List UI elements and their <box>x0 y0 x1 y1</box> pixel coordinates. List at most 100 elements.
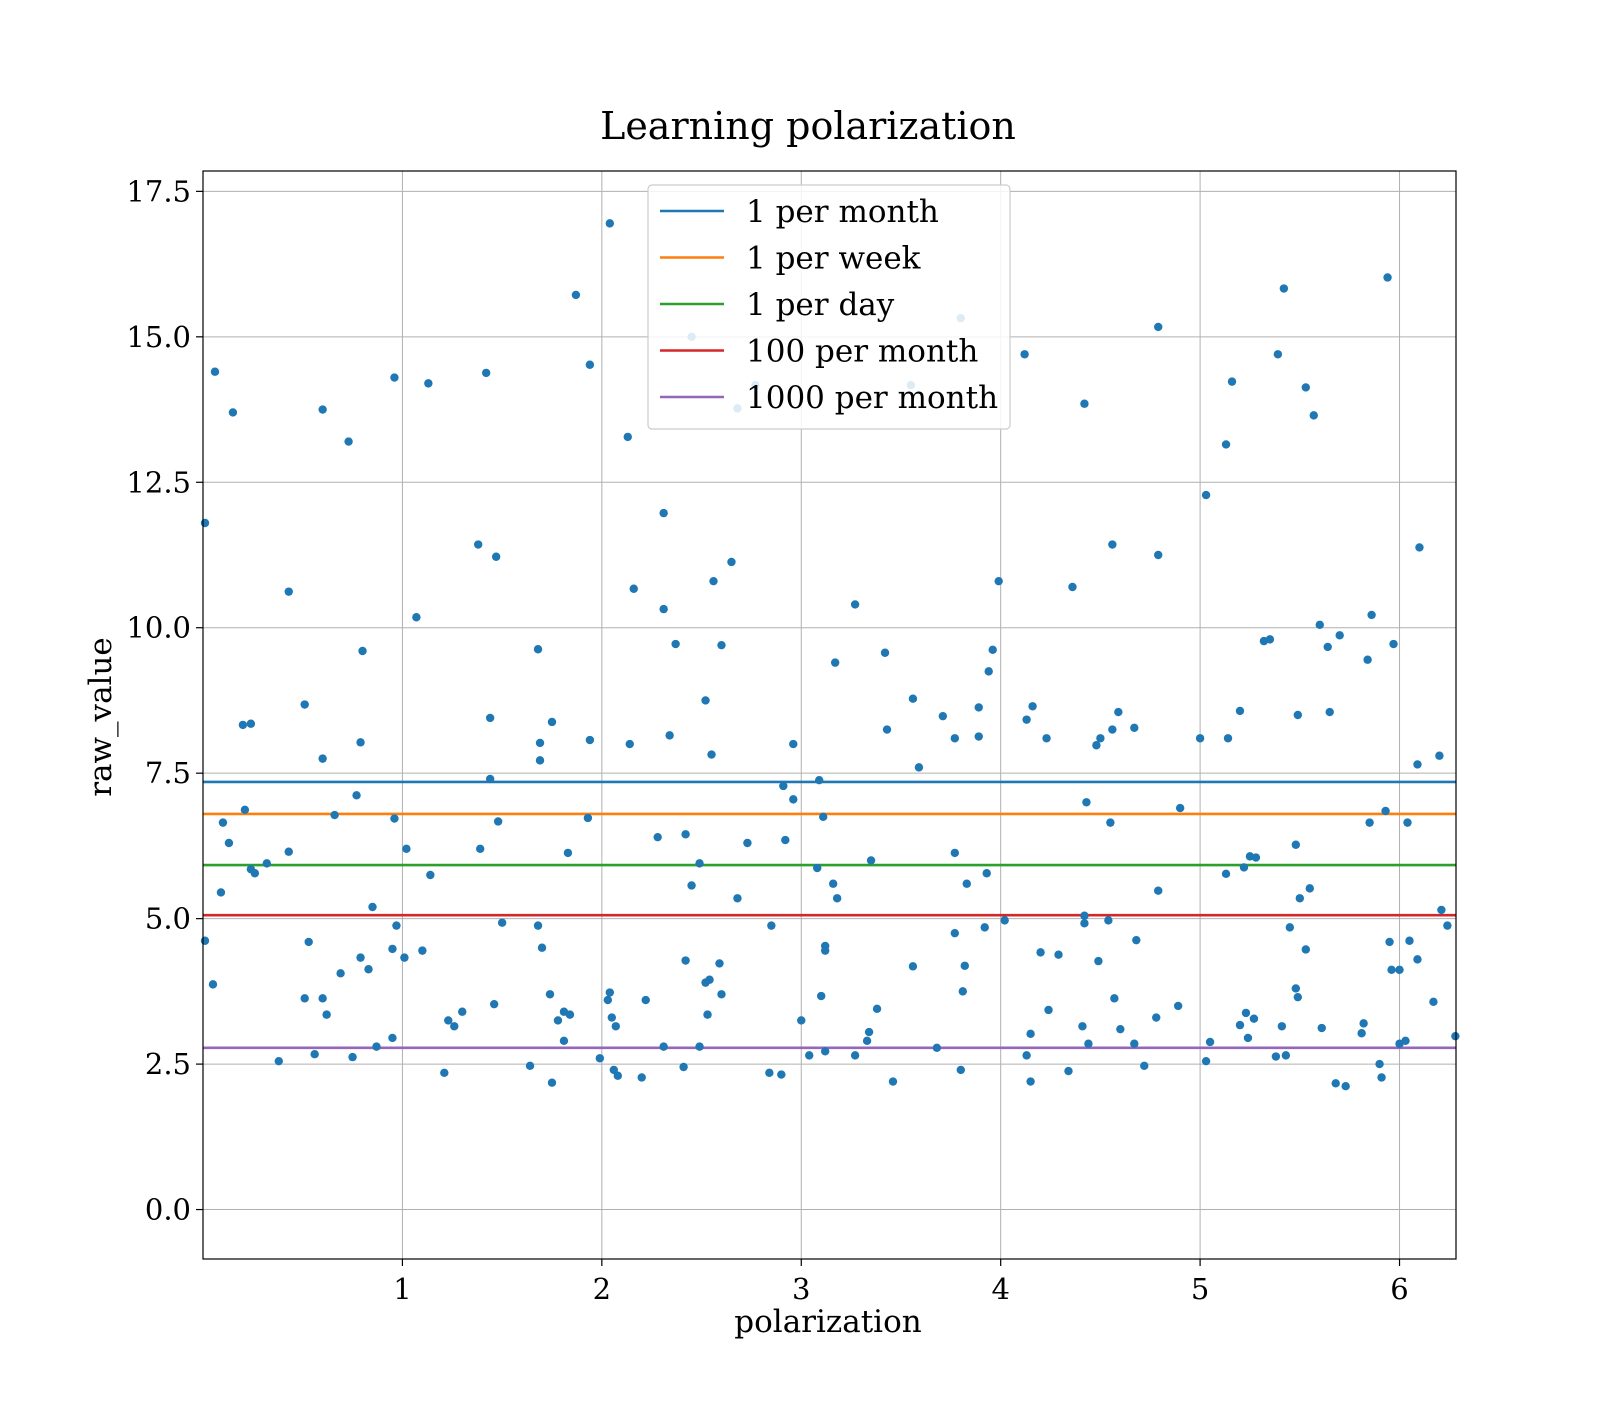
legend-entry-label: 100 per month <box>746 334 978 370</box>
scatter-point <box>982 869 991 878</box>
x-tick-label: 4 <box>991 1272 1009 1306</box>
scatter-point <box>571 290 581 300</box>
scatter-point <box>659 508 668 518</box>
scatter-point <box>1395 965 1404 975</box>
scatter-point <box>914 763 924 772</box>
scatter-point <box>497 918 507 927</box>
scatter-point <box>715 959 724 968</box>
scatter-point <box>1305 884 1314 893</box>
scatter-point <box>318 994 327 1003</box>
scatter-point <box>767 921 776 930</box>
scatter-point <box>364 965 373 974</box>
scatter-point <box>1365 818 1374 827</box>
scatter-point <box>563 848 573 858</box>
scatter-point <box>493 817 503 826</box>
scatter-point <box>1084 1039 1093 1048</box>
scatter-point <box>1413 760 1422 769</box>
scatter-point <box>553 1016 563 1025</box>
scatter-point <box>1022 1051 1031 1060</box>
scatter-point <box>400 953 409 962</box>
scatter-point <box>1341 1082 1350 1091</box>
scatter-point <box>208 980 218 989</box>
scatter-point <box>1154 550 1163 560</box>
scatter-point <box>1201 490 1211 500</box>
scatter-point <box>1175 803 1185 813</box>
scatter-point <box>1395 1039 1404 1048</box>
scatter-point <box>246 719 256 728</box>
scatter-point <box>659 604 668 614</box>
scatter-point <box>882 725 892 734</box>
scatter-point <box>1437 905 1446 915</box>
scatter-point <box>709 576 718 586</box>
scatter-point <box>1295 894 1305 903</box>
scatter-point <box>356 738 365 747</box>
scatter-point <box>491 552 501 561</box>
scatter-point <box>1036 948 1045 957</box>
scatter-point <box>850 1051 860 1060</box>
scatter-point <box>864 1027 874 1037</box>
legend-entry-label: 1 per week <box>746 241 921 277</box>
scatter-point <box>444 1016 453 1025</box>
scatter-point <box>1249 1014 1259 1023</box>
scatter-point <box>637 1073 646 1082</box>
scatter-point <box>390 814 399 823</box>
scatter-point <box>695 1042 704 1051</box>
scatter-point <box>262 859 272 868</box>
scatter-point <box>200 518 210 528</box>
scatter-point <box>1042 734 1051 743</box>
scatter-point <box>830 658 840 667</box>
scatter-point <box>547 717 557 727</box>
scatter-point <box>1195 734 1205 743</box>
scatter-point <box>950 734 960 743</box>
y-axis-label: raw_value <box>83 637 119 797</box>
scatter-point <box>1080 919 1089 928</box>
scatter-point <box>1054 950 1063 959</box>
scatter-point <box>1173 1001 1183 1011</box>
scatter-point <box>1205 1037 1215 1047</box>
scatter-point <box>701 696 710 705</box>
scatter-point <box>818 812 828 822</box>
scatter-point <box>1317 1023 1326 1033</box>
scatter-point <box>238 720 248 730</box>
scatter-point <box>1381 806 1390 816</box>
scatter-point <box>1279 284 1289 293</box>
scatter-point <box>1108 725 1117 734</box>
x-tick-label: 5 <box>1191 1272 1209 1306</box>
scatter-point <box>1223 734 1233 743</box>
scatter-point <box>779 781 788 791</box>
scatter-point <box>984 667 993 676</box>
scatter-point <box>372 1042 381 1051</box>
scatter-point <box>1415 543 1424 552</box>
scatter-point <box>828 879 838 888</box>
scatter-point <box>585 735 595 745</box>
x-tick-label: 6 <box>1390 1272 1408 1306</box>
scatter-point <box>866 856 876 865</box>
scatter-point <box>274 1056 283 1066</box>
scatter-point <box>1291 840 1301 849</box>
scatter-point <box>813 863 822 873</box>
y-tick-label: 10.0 <box>126 611 191 645</box>
scatter-point <box>1116 1024 1125 1034</box>
scatter-point <box>605 988 615 997</box>
scatter-point <box>820 1047 830 1056</box>
scatter-point <box>388 944 397 954</box>
scatter-point <box>781 835 790 845</box>
scatter-point <box>1301 945 1310 954</box>
scatter-point <box>1357 1029 1366 1038</box>
scatter-point <box>1375 1059 1384 1069</box>
x-tick-label: 1 <box>393 1272 411 1306</box>
legend-box <box>647 184 1011 430</box>
scatter-point <box>1108 540 1117 549</box>
scatter-point <box>629 584 638 593</box>
y-tick-label: 0.0 <box>145 1193 191 1227</box>
scatter-point <box>908 694 918 703</box>
scatter-point <box>605 219 615 228</box>
scatter-point <box>789 739 798 749</box>
scatter-point <box>418 946 427 955</box>
scatter-point <box>402 844 411 854</box>
scatter-point <box>533 645 543 654</box>
scatter-points <box>200 219 1460 1091</box>
y-tick-label: 5.0 <box>145 902 191 936</box>
scatter-point <box>352 791 361 800</box>
scatter-point <box>1078 1022 1087 1031</box>
